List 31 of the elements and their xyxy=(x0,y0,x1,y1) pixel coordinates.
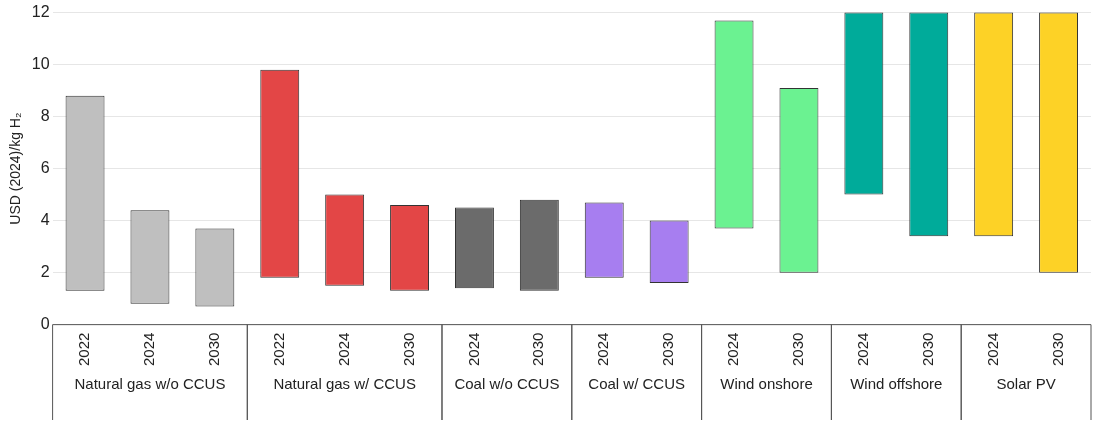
y-tick-label: 12 xyxy=(31,3,50,21)
y-tick-label: 6 xyxy=(40,159,50,177)
x-tick-label: 2030 xyxy=(659,332,677,367)
text: Wind offshore xyxy=(850,375,943,393)
text: Coal w/o CCUS xyxy=(454,375,560,393)
y-axis-title: USD (2024)/kg H₂ xyxy=(7,112,24,225)
text: Wind onshore xyxy=(720,375,813,393)
x-tick-label: 2024 xyxy=(464,332,482,367)
x-tick-label: 2024 xyxy=(594,332,612,367)
x-tick-label: 2024 xyxy=(724,332,742,367)
y-tick-label: 4 xyxy=(40,211,50,229)
text: Solar PV xyxy=(996,375,1056,393)
x-tick-label: 2024 xyxy=(334,332,352,367)
y-tick-label: 8 xyxy=(40,107,50,125)
x-tick-label: 2030 xyxy=(1048,332,1066,367)
x-tick-label: 2022 xyxy=(269,332,287,367)
x-tick-label: 2030 xyxy=(204,332,222,367)
y-tick-label: 0 xyxy=(40,315,50,333)
x-tick-label: 2024 xyxy=(140,332,158,367)
x-tick-label: 2030 xyxy=(789,332,807,367)
x-tick-label: 2024 xyxy=(983,332,1001,367)
text: Coal w/ CCUS xyxy=(588,375,686,393)
y-tick-label: 2 xyxy=(40,263,50,281)
text: Natural gas w/o CCUS xyxy=(74,375,226,393)
x-tick-label: 2030 xyxy=(529,332,547,367)
text: Natural gas w/ CCUS xyxy=(273,375,416,393)
x-tick-label: 2030 xyxy=(399,332,417,367)
x-tick-label: 2024 xyxy=(853,332,871,367)
y-tick-label: 10 xyxy=(31,55,50,73)
x-tick-label: 2022 xyxy=(75,332,93,367)
x-tick-label: 2030 xyxy=(918,332,936,367)
